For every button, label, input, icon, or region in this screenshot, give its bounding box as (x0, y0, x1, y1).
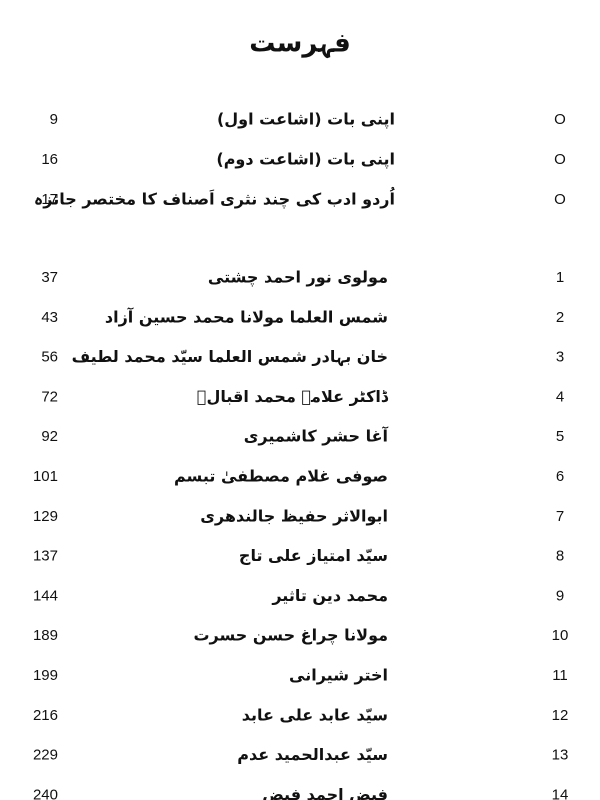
entry-number: 11 (552, 667, 568, 684)
entry-number: 2 (556, 309, 564, 326)
entry-number: 3 (556, 349, 564, 366)
entry-number: 6 (556, 468, 564, 485)
entry-title: سیّد امتیاز علی تاج (239, 546, 388, 565)
entry-title: خان بہادر شمس العلما سیّد محمد لطیف (72, 347, 388, 367)
entry-number: 7 (556, 508, 564, 525)
page-number: 144 (33, 587, 58, 604)
page-number: 229 (33, 747, 58, 764)
entry-marker: O (554, 151, 566, 168)
page-number: 9 (50, 111, 58, 128)
entry-title: اُردو ادب کی چند نثری اَصناف کا مختصر جا… (34, 186, 395, 210)
page-number: 189 (33, 627, 58, 644)
entry-number: 14 (552, 786, 569, 800)
entry-title: فیض احمد فیض (262, 785, 388, 800)
page-number: 92 (41, 428, 58, 445)
toc-title: فہرست (249, 29, 351, 59)
entry-title: مولوی نور احمد چشتی (208, 268, 388, 288)
entry-number: 13 (552, 747, 569, 764)
page-number: 43 (41, 309, 58, 326)
page-number: 17 (41, 191, 58, 208)
entry-title: اختر شیرانی (289, 666, 388, 685)
entry-title: اپنی بات (اشاعت دوم) (216, 150, 395, 170)
entry-title: اپنی بات (اشاعت اول) (217, 110, 395, 130)
entry-number: 1 (556, 269, 564, 286)
page-number: 37 (41, 269, 58, 286)
entry-number: 9 (556, 587, 564, 604)
entry-title: سیّد عابد علی عابد (242, 705, 388, 724)
entry-number: 10 (552, 627, 569, 644)
page-number: 199 (33, 667, 58, 684)
entry-title: ڈاکٹر علامہ محمد اقبالؒ (197, 387, 389, 406)
entry-title: شمس العلما مولانا محمد حسین آزاد (105, 306, 388, 326)
entry-number: 8 (556, 548, 564, 565)
page-number: 72 (41, 388, 58, 405)
entry-title: صوفی غلام مصطفیٰ تبسم (174, 467, 388, 486)
page-number: 240 (33, 786, 58, 800)
entry-number: 5 (556, 428, 564, 445)
page-number: 216 (33, 707, 58, 724)
entry-title: سیّد عبدالحمید عدم (237, 745, 388, 764)
entry-number: 12 (552, 707, 569, 724)
entry-marker: O (554, 111, 566, 128)
entry-title: ابوالاثر حفیظ جالندھری (200, 506, 388, 525)
entry-title: محمد دین تاثیر (271, 586, 388, 605)
page-number: 137 (33, 548, 58, 565)
page-number: 16 (41, 151, 58, 168)
entry-title: آغا حشر کاشمیری (244, 426, 389, 446)
entry-marker: O (554, 191, 566, 208)
page-number: 101 (33, 468, 58, 485)
page-number: 129 (33, 508, 58, 525)
entry-title: مولانا چراغ حسن حسرت (193, 626, 388, 646)
entry-number: 4 (556, 388, 564, 405)
page-number: 56 (41, 349, 58, 366)
